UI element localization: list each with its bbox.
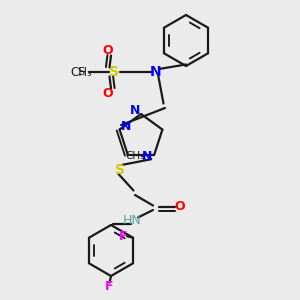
Text: N: N [130, 104, 140, 118]
Text: N: N [142, 150, 152, 163]
Text: CH₃: CH₃ [125, 151, 144, 161]
Text: O: O [175, 200, 185, 214]
Text: F: F [119, 230, 128, 243]
Text: N: N [150, 65, 162, 79]
Text: S: S [109, 65, 119, 79]
Text: S: S [115, 163, 125, 176]
Text: CH₃: CH₃ [70, 65, 92, 79]
Text: O: O [103, 44, 113, 58]
Text: N: N [120, 120, 131, 133]
Text: S: S [77, 67, 85, 77]
Text: F: F [105, 280, 114, 293]
Text: HN: HN [123, 214, 141, 227]
Text: O: O [103, 86, 113, 100]
